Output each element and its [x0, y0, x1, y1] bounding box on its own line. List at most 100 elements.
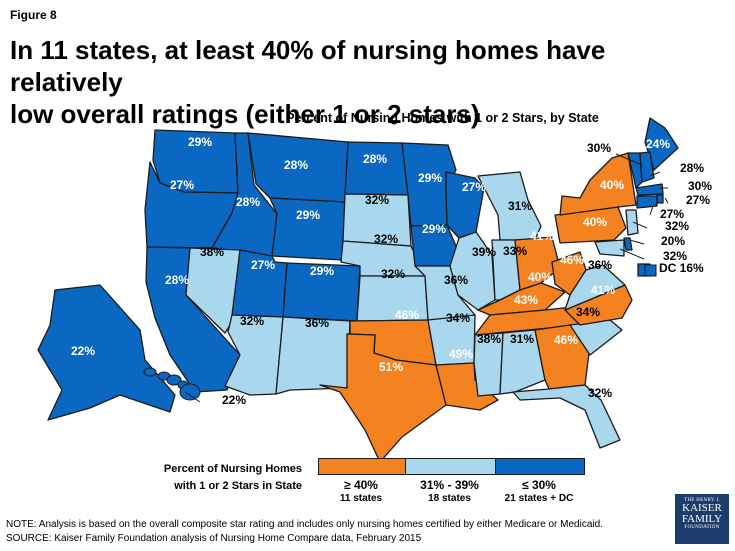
- state-label-ok: 46%: [395, 308, 419, 322]
- state-shape-ri: [656, 194, 664, 204]
- legend-count-high: 11 states: [339, 493, 383, 504]
- legend-label-mid: 31% - 39%: [420, 478, 479, 492]
- state-label-ct: 27%: [660, 207, 684, 221]
- state-label-ar: 34%: [446, 311, 470, 325]
- logo-line-4: FOUNDATION: [684, 525, 720, 530]
- state-label-ne: 32%: [374, 232, 398, 246]
- state-shape-ny: [559, 152, 637, 216]
- legend-title: Percent of Nursing Homes with 1 or 2 Sta…: [120, 461, 302, 495]
- leader-ct: [649, 205, 654, 216]
- note-text: NOTE: Analysis is based on the overall c…: [6, 519, 603, 530]
- state-label-ny: 40%: [600, 178, 624, 192]
- state-label-wv: 46%: [560, 253, 584, 267]
- state-label-ms: 38%: [477, 332, 501, 346]
- state-label-hi: 22%: [222, 393, 246, 407]
- state-label-mi: 31%: [508, 199, 532, 213]
- state-label-az: 32%: [240, 314, 264, 328]
- legend-swatch-low: [495, 458, 585, 475]
- state-label-ak: 22%: [71, 344, 95, 358]
- state-shape-oh: [514, 236, 561, 291]
- leader-hi: [184, 391, 201, 403]
- state-label-ia: 29%: [422, 222, 446, 236]
- state-label-nd: 28%: [363, 152, 387, 166]
- state-label-or: 27%: [170, 178, 194, 192]
- source-text: SOURCE: Kaiser Family Foundation analysi…: [6, 533, 422, 544]
- kff-logo: THE HENRY J. KAISER FAMILY FOUNDATION: [675, 494, 729, 544]
- state-label-ca: 28%: [165, 273, 189, 287]
- state-label-wi: 27%: [462, 180, 486, 194]
- legend-title-line-2: with 1 or 2 Stars in State: [174, 480, 302, 492]
- state-label-al: 31%: [510, 332, 534, 346]
- state-shape-me: [644, 117, 679, 171]
- state-shape-wy: [269, 197, 346, 261]
- state-shape-de: [623, 237, 633, 251]
- state-label-nh: 28%: [680, 161, 704, 175]
- leader-vt: [615, 153, 643, 166]
- state-label-wy: 29%: [296, 208, 320, 222]
- state-label-ky: 40%: [528, 270, 552, 284]
- legend-label-low: ≤ 30%: [522, 478, 556, 492]
- headline-line-2: low overall ratings (either 1 or 2 stars…: [10, 99, 480, 129]
- state-label-ma: 30%: [688, 179, 712, 193]
- state-label-nm: 36%: [305, 316, 329, 330]
- state-label-nc: 41%: [591, 283, 615, 297]
- state-shape-hi-island-3: [166, 374, 182, 386]
- figure-label: Figure 8: [10, 8, 57, 22]
- state-shape-ma: [635, 183, 664, 196]
- state-label-sd: 32%: [365, 193, 389, 207]
- logo-line-1: THE HENRY J.: [684, 498, 720, 503]
- state-label-id: 28%: [236, 195, 260, 209]
- state-label-vt: 30%: [587, 141, 611, 155]
- state-shape-nh: [639, 151, 655, 183]
- state-labels: 29% 27% 28% 28% 38% 28% 29% 27% 29% 32% 36% 28% 32% 3…: [71, 135, 712, 407]
- map-title: Percent of Nursing Homes with 1 or 2 Sta…: [286, 111, 599, 125]
- footnote: NOTE: Analysis is based on the overall c…: [6, 518, 603, 546]
- legend-count-low: 21 states + DC: [504, 493, 574, 504]
- state-shape-il: [449, 231, 496, 311]
- state-label-tn: 43%: [514, 293, 538, 307]
- state-shape-fl: [512, 384, 621, 449]
- state-label-oh: 41%: [530, 229, 554, 243]
- state-shape-al: [499, 329, 546, 395]
- state-label-mt: 28%: [284, 158, 308, 172]
- state-shape-ct: [636, 195, 658, 209]
- state-label-ks: 32%: [381, 267, 405, 281]
- state-shapes: [37, 117, 679, 463]
- state-label-in: 33%: [503, 244, 527, 258]
- logo-line-3: FAMILY: [681, 513, 723, 525]
- state-label-wa: 29%: [188, 135, 212, 149]
- leader-ri: [664, 197, 669, 204]
- state-label-dc: DC 16%: [659, 261, 704, 275]
- legend-swatch-mid: [405, 458, 496, 475]
- state-shape-md: [594, 239, 625, 257]
- state-label-il: 39%: [472, 245, 496, 259]
- state-shape-hi-island-1: [143, 367, 157, 377]
- state-label-va: 36%: [588, 258, 612, 272]
- state-label-ut: 27%: [251, 258, 275, 272]
- legend-label-high: ≥ 40%: [344, 478, 378, 492]
- state-label-sc: 34%: [576, 305, 600, 319]
- state-label-fl: 32%: [588, 386, 612, 400]
- leader-nj: [632, 221, 648, 229]
- state-label-ga: 46%: [554, 333, 578, 347]
- headline: In 11 states, at least 40% of nursing ho…: [10, 34, 725, 130]
- state-label-pa: 40%: [583, 215, 607, 229]
- state-label-de: 20%: [661, 234, 685, 248]
- state-shape-ak: [37, 284, 176, 421]
- state-shape-tx: [319, 333, 447, 463]
- logo-line-2: KAISER: [682, 502, 722, 514]
- headline-line-1: In 11 states, at least 40% of nursing ho…: [10, 35, 606, 97]
- state-label-la: 49%: [449, 347, 473, 361]
- legend-title-line-1: Percent of Nursing Homes: [163, 463, 302, 475]
- state-label-mo: 36%: [444, 273, 468, 287]
- state-shape-va: [564, 264, 626, 311]
- legend-count-mid: 18 states: [428, 493, 471, 504]
- state-label-me: 24%: [646, 137, 670, 151]
- leader-de: [629, 239, 645, 245]
- state-shape-nm: [275, 316, 351, 395]
- state-label-nj: 32%: [665, 219, 689, 233]
- state-shape-nd: [344, 141, 409, 196]
- state-label-md: 32%: [663, 249, 687, 263]
- state-shape-hi-island-5: [179, 383, 201, 401]
